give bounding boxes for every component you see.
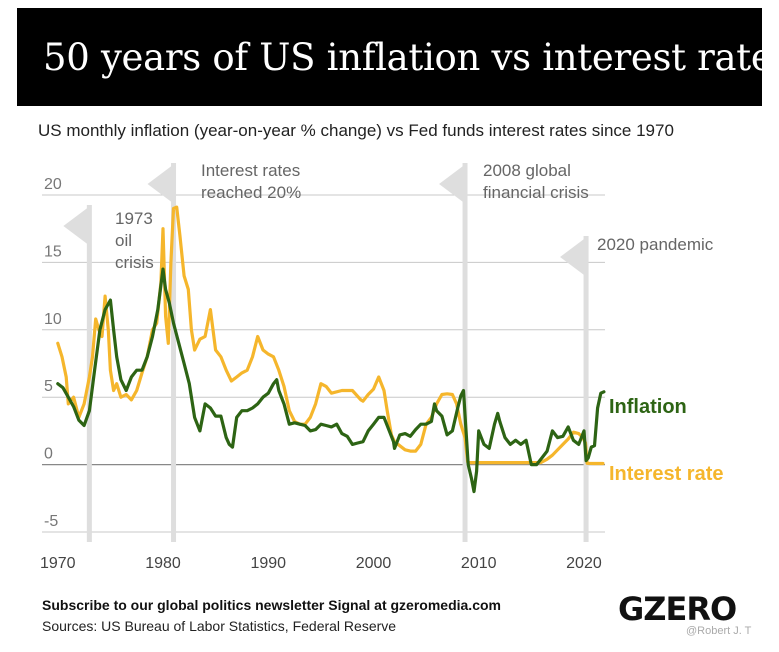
y-tick-label: 15 <box>44 243 62 260</box>
annotation-text: Interest rates <box>201 161 300 180</box>
x-tick-label: 2020 <box>566 555 602 572</box>
x-tick-label: 1980 <box>145 555 181 572</box>
x-tick-label: 2000 <box>356 555 392 572</box>
x-tick-label: 2010 <box>461 555 497 572</box>
gzero-logo: GZERO <box>618 590 737 628</box>
inflation-line <box>56 267 606 494</box>
annotation-bar <box>583 236 589 542</box>
title-bar: 50 years of US inflation vs interest rat… <box>17 8 779 106</box>
annotation-text: 2008 global <box>483 161 571 180</box>
series-layer <box>56 205 606 494</box>
credit-watermark: @Robert J. T <box>686 625 752 637</box>
interest-rate-line-label: Interest rate <box>609 463 724 485</box>
annotation-text: 1973 <box>115 209 153 228</box>
annotation-bar <box>462 163 468 542</box>
annotation-text: 2020 pandemic <box>597 235 714 254</box>
y-tick-label: 20 <box>44 176 62 193</box>
annotation-flag <box>560 236 589 278</box>
y-tick-label: 0 <box>44 446 53 463</box>
chart-title: 50 years of US inflation vs interest rat… <box>43 36 779 79</box>
sources-note: Sources: US Bureau of Labor Statistics, … <box>42 618 397 634</box>
grid-layer <box>42 194 605 533</box>
x-tick-label: 1990 <box>250 555 286 572</box>
annotation-flag <box>63 205 92 247</box>
annotation-bar <box>171 163 177 542</box>
newsletter-promo: Subscribe to our global politics newslet… <box>42 597 501 613</box>
annotation-text: reached 20% <box>201 183 301 202</box>
annotation-text: financial crisis <box>483 183 589 202</box>
x-tick-label: 1970 <box>40 555 76 572</box>
chart-subtitle: US monthly inflation (year-on-year % cha… <box>38 121 674 140</box>
annotation-text: oil <box>115 231 132 250</box>
inflation-line-label: Inflation <box>609 396 687 418</box>
y-tick-label: 10 <box>44 311 62 328</box>
y-tick-label: -5 <box>44 513 58 530</box>
annotation-flag <box>439 163 468 205</box>
annotation-flag <box>147 163 176 205</box>
annotation-text: crisis <box>115 253 154 272</box>
chart-canvas: -5 0 5 10 15 20 1970 1980 1990 2000 2010 2020 1973 oi… <box>40 161 724 572</box>
label-layer: -5 0 5 10 15 20 1970 1980 1990 2000 2010 2020 1973 oi… <box>40 161 724 572</box>
y-tick-label: 5 <box>44 378 53 395</box>
